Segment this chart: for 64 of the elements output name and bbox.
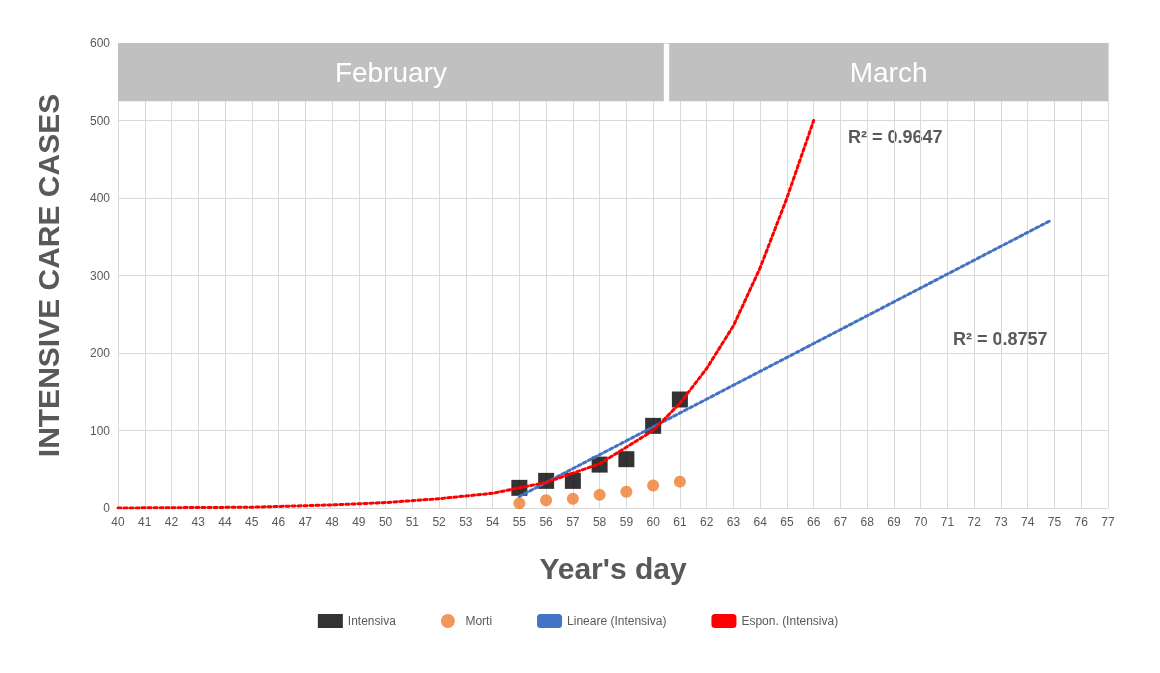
x-tick-label: 40 (111, 515, 125, 529)
point (673, 475, 686, 488)
x-tick-label: 55 (512, 515, 527, 529)
x-tick-label: 53 (459, 515, 473, 529)
x-tick-label: 54 (485, 515, 500, 529)
x-tick-label: 56 (539, 515, 554, 529)
y-tick-label: 400 (89, 191, 111, 205)
x-tick-label: 43 (191, 515, 206, 529)
x-tick-label: 73 (994, 515, 1008, 529)
x-tick-label: 45 (245, 515, 259, 529)
y-tick-label: 500 (89, 113, 111, 128)
x-tick-label: 52 (432, 515, 447, 529)
x-tick-label: 61 (673, 515, 687, 529)
x-tick-label: 70 (914, 515, 928, 529)
x-tick-label: 64 (753, 515, 768, 529)
x-axis-title: Year's day (539, 551, 687, 585)
legend-label: Espon. (Intensiva) (741, 614, 839, 628)
x-tick-label: 59 (619, 515, 634, 529)
point (513, 497, 526, 510)
band-label: March (849, 56, 928, 88)
x-tick-label: 68 (860, 515, 875, 529)
x-tick-label: 51 (405, 515, 420, 529)
x-tick-label: 75 (1047, 515, 1062, 529)
y-tick-label: 0 (103, 501, 111, 515)
x-tick-label: 48 (325, 515, 340, 529)
point (620, 485, 633, 498)
x-tick-label: 60 (646, 515, 661, 529)
line-series (116, 119, 816, 510)
x-tick-label: 71 (940, 515, 955, 529)
x-tick-label: 49 (352, 515, 366, 529)
point (564, 472, 581, 489)
legend-label: Morti (465, 614, 493, 628)
x-tick-label: 58 (592, 515, 607, 529)
x-tick-label: 47 (298, 515, 313, 529)
y-tick-label: 200 (89, 346, 111, 360)
x-tick-label: 67 (833, 515, 848, 529)
point (647, 479, 660, 492)
x-tick-label: 77 (1101, 515, 1115, 529)
point (618, 451, 635, 468)
point (566, 492, 579, 505)
x-tick-label: 63 (726, 515, 741, 529)
point (593, 488, 606, 501)
y-tick-label: 300 (89, 268, 111, 283)
x-tick-label: 69 (887, 515, 901, 529)
x-tick-label: 57 (566, 515, 580, 529)
band-label: February (334, 56, 447, 88)
x-tick-label: 42 (164, 515, 179, 529)
legend-label: Lineare (Intensiva) (567, 614, 667, 628)
x-tick-label: 62 (699, 515, 714, 529)
y-axis-title: INTENSIVE CARE CASES (31, 93, 65, 458)
y-tick-label: 600 (89, 36, 111, 50)
x-tick-label: 66 (807, 515, 821, 529)
x-tick-label: 65 (780, 515, 794, 529)
legend-label: Intensiva (347, 614, 397, 628)
y-tick-label: 100 (89, 423, 111, 438)
x-tick-label: 46 (271, 515, 286, 529)
annotation: R² = 0.8757 (953, 329, 1048, 349)
x-tick-label: 76 (1074, 515, 1089, 529)
x-tick-label: 72 (967, 515, 982, 529)
x-tick-label: 74 (1021, 515, 1035, 529)
point (540, 494, 553, 507)
x-tick-label: 50 (378, 515, 393, 529)
x-tick-label: 44 (218, 515, 233, 529)
x-tick-label: 41 (138, 515, 152, 529)
